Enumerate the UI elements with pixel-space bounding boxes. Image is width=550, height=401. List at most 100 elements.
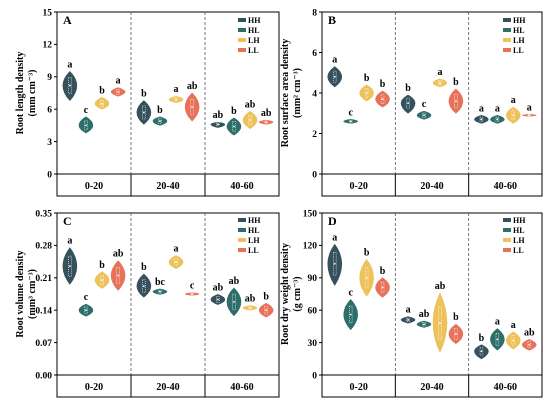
significance-letter: a (527, 102, 532, 113)
legend-swatch-HL (503, 28, 511, 32)
violin-box (190, 292, 194, 296)
y-axis-label-text: Root dry weight density (280, 243, 291, 345)
violin-median (117, 91, 120, 93)
significance-letter: ab (435, 281, 446, 292)
violin-median (233, 125, 235, 128)
significance-letter: c (422, 99, 427, 110)
significance-letter: ab (419, 309, 430, 320)
legend-swatch-HH (238, 218, 246, 222)
violin-median (512, 114, 515, 117)
violin-box (116, 89, 120, 95)
significance-letter: b (380, 266, 386, 277)
legend-label-LL: LL (248, 246, 259, 255)
significance-letter: c (348, 287, 353, 298)
y-tick-label: 0.00 (35, 371, 52, 381)
violin-median (233, 300, 235, 303)
violin-box (364, 267, 369, 289)
legend-label-LH: LH (248, 236, 260, 245)
panel-B: 0 2 4 6 8 Root surface area density(mm² cm⁻³)… (280, 8, 543, 197)
violin-box (142, 279, 146, 293)
legend-label-HL: HL (248, 26, 260, 35)
y-tick-label: 3 (47, 138, 52, 148)
significance-letter: b (364, 73, 370, 84)
y-tick-label: 0.07 (35, 339, 52, 349)
significance-letter: c (84, 105, 89, 116)
plot-frame (321, 212, 543, 398)
significance-letter: ab (261, 108, 272, 119)
x-category-label: 0-20 (85, 382, 103, 393)
violin-median (68, 265, 71, 268)
y-axis-label: Root length density(mm cm⁻³) (15, 52, 38, 135)
violin-box (84, 306, 88, 314)
y-tick-label: 12 (43, 41, 53, 51)
violin-box (100, 100, 104, 108)
legend-label-HH: HH (513, 16, 526, 25)
x-category-label: 0-20 (349, 181, 367, 192)
violin-median (349, 120, 352, 123)
violin-median (365, 92, 368, 94)
violin-box (479, 347, 484, 356)
panel-letter: A (63, 13, 72, 27)
legend-swatch-HL (238, 28, 246, 32)
y-axis-unit: (g cm⁻³) (292, 276, 303, 311)
violin-median (381, 286, 384, 289)
violin-median (528, 114, 531, 117)
significance-letter: a (495, 103, 500, 114)
violin-median (455, 333, 457, 335)
y-axis-label-text: Root volume density (15, 250, 26, 337)
y-tick-label: 9 (47, 73, 52, 83)
violin-box (333, 70, 337, 83)
significance-letter: c (84, 292, 89, 303)
legend-swatch-HH (503, 18, 511, 22)
violin-box (364, 88, 369, 98)
violin-box (190, 99, 194, 116)
violin-median (85, 124, 87, 127)
significance-letter: a (511, 95, 516, 106)
legend-label-LH: LH (513, 236, 525, 245)
panel-letter: B (328, 13, 336, 27)
violin-box (84, 120, 88, 131)
legend-swatch-LL (238, 48, 246, 52)
significance-letter: a (406, 305, 411, 316)
y-tick-label: 6 (47, 106, 52, 116)
violin-box (438, 80, 442, 86)
x-category-label: 20-40 (156, 382, 179, 393)
violin-median (439, 81, 441, 84)
violin-box (438, 306, 442, 340)
violin-median (512, 339, 515, 342)
significance-letter: a (437, 67, 442, 78)
violin-median (249, 306, 251, 309)
violin-median (407, 102, 409, 105)
y-axis-label: Root dry weight density(g cm⁻³) (280, 243, 303, 345)
y-tick-label: 90 (308, 274, 318, 284)
violin-median (423, 114, 425, 117)
violin-box (174, 258, 178, 266)
y-tick-label: 0 (312, 371, 317, 381)
legend-swatch-LL (503, 248, 511, 252)
violin-median (191, 293, 194, 295)
legend-label-HL: HL (513, 226, 525, 235)
violin-box (264, 120, 268, 124)
violin-median (365, 276, 368, 279)
violin-median (496, 338, 499, 341)
y-tick-label: 0 (312, 170, 317, 180)
significance-letter: a (67, 59, 72, 70)
violin-median (85, 309, 87, 312)
violin-HH-20-40 (400, 94, 416, 114)
legend-swatch-HL (238, 228, 246, 232)
violin-median (333, 75, 336, 78)
violin-box (479, 116, 484, 122)
significance-letter: b (99, 85, 105, 96)
violin-box (116, 267, 120, 284)
violin-median (175, 98, 177, 101)
violin-box (406, 97, 410, 109)
significance-letter: b (99, 260, 105, 271)
violin-box (527, 113, 531, 117)
violin-box (158, 289, 162, 294)
significance-letter: b (263, 291, 269, 302)
y-axis-unit: (mm cm⁻³) (27, 70, 38, 117)
x-category-label: 40-60 (494, 382, 517, 393)
x-category-label: 40-60 (494, 181, 517, 192)
